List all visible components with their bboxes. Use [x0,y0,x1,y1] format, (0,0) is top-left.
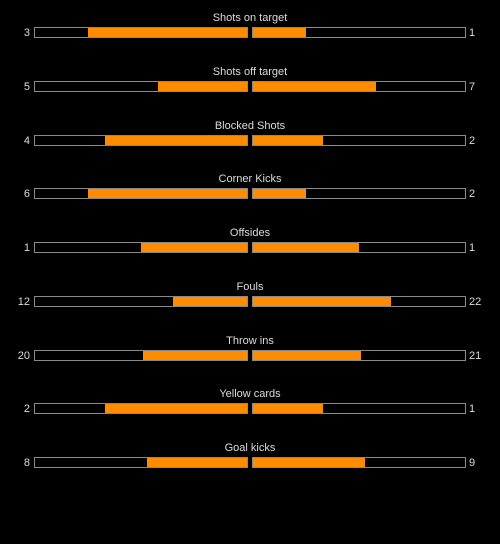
away-bar [252,296,466,307]
home-value: 8 [23,457,30,469]
home-bar-fill [147,458,247,467]
away-bar [252,350,466,361]
away-bar [252,188,466,199]
home-bar [34,135,248,146]
away-bar-fill [253,82,376,91]
home-value: 6 [23,188,30,200]
away-value: 7 [469,81,476,93]
home-bar [34,242,248,253]
home-bar [34,403,248,414]
home-value: 20 [17,350,30,362]
away-bar-fill [253,351,362,360]
home-bar [34,81,248,92]
stat-row-offsides: Offsides 1 1 [0,227,500,267]
away-bar [252,27,466,38]
away-bar [252,403,466,414]
away-value: 2 [469,135,476,147]
away-value: 22 [469,296,482,308]
away-bar-fill [253,458,366,467]
away-bar-fill [253,136,323,145]
away-value: 9 [469,457,476,469]
home-bar-fill [104,404,247,413]
home-bar-fill [157,82,247,91]
stat-row-yellow-cards: Yellow cards 2 1 [0,388,500,428]
away-bar-fill [253,28,306,37]
home-bar-fill [143,351,247,360]
stat-row-shots-on-target: Shots on target 3 1 [0,12,500,52]
stat-row-goal-kicks: Goal kicks 8 9 [0,442,500,482]
stat-row-shots-off-target: Shots off target 5 7 [0,66,500,106]
stat-label: Throw ins [226,335,274,347]
stat-label: Goal kicks [224,442,276,454]
home-bar [34,188,248,199]
stat-row-corner-kicks: Corner Kicks 6 2 [0,173,500,213]
away-value: 2 [469,188,476,200]
home-value: 3 [23,27,30,39]
home-bar [34,27,248,38]
away-bar [252,81,466,92]
stat-label: Offsides [229,227,271,239]
away-value: 1 [469,27,476,39]
home-value: 12 [17,296,30,308]
stat-row-throw-ins: Throw ins 20 21 [0,335,500,375]
away-bar [252,457,466,468]
home-bar-fill [88,189,247,198]
home-bar-fill [88,28,247,37]
home-value: 2 [23,403,30,415]
stat-label: Yellow cards [219,388,281,400]
away-bar-fill [253,297,391,306]
home-bar [34,457,248,468]
home-bar-fill [104,136,247,145]
away-bar [252,242,466,253]
away-bar [252,135,466,146]
away-value: 1 [469,403,476,415]
home-bar-fill [141,243,247,252]
away-value: 21 [469,350,482,362]
home-bar-fill [172,297,247,306]
away-bar-fill [253,404,323,413]
stat-label: Shots off target [212,66,288,78]
away-bar-fill [253,189,306,198]
stat-label: Corner Kicks [218,173,282,185]
stat-row-fouls: Fouls 12 22 [0,281,500,321]
stat-label: Shots on target [212,12,288,24]
home-bar [34,350,248,361]
home-value: 1 [23,242,30,254]
away-bar-fill [253,243,359,252]
stat-label: Blocked Shots [214,120,286,132]
home-value: 4 [23,135,30,147]
away-value: 1 [469,242,476,254]
home-value: 5 [23,81,30,93]
home-bar [34,296,248,307]
stat-label: Fouls [236,281,264,293]
stat-row-blocked-shots: Blocked Shots 4 2 [0,120,500,160]
